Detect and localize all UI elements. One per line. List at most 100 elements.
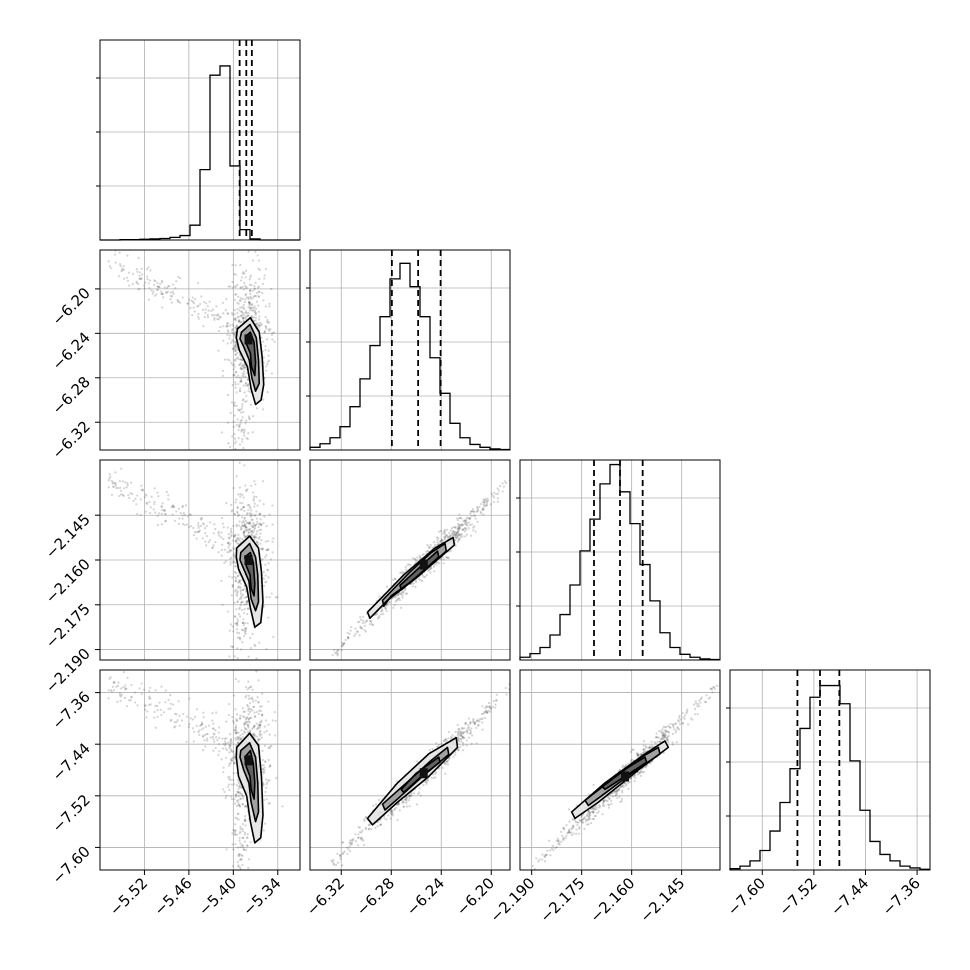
sample-point xyxy=(476,520,479,523)
sample-point xyxy=(253,505,256,508)
sample-point xyxy=(505,693,508,696)
sample-point xyxy=(469,512,472,515)
sample-point xyxy=(259,512,262,516)
sample-point xyxy=(255,670,258,673)
sample-point xyxy=(451,736,454,740)
sample-point xyxy=(126,676,129,679)
sample-point xyxy=(433,570,436,573)
sample-point xyxy=(238,425,241,429)
sample-point xyxy=(267,321,270,324)
sample-point xyxy=(198,529,201,532)
sample-point xyxy=(169,693,172,697)
sample-point xyxy=(220,579,223,583)
sample-point xyxy=(238,636,241,640)
sample-point xyxy=(229,563,232,566)
sample-point xyxy=(239,590,242,594)
sample-point xyxy=(246,844,249,847)
sample-point xyxy=(236,311,239,315)
sample-point xyxy=(238,461,241,464)
sample-point xyxy=(261,548,264,551)
sample-point xyxy=(233,665,235,667)
sample-point xyxy=(404,798,407,801)
sample-point xyxy=(137,288,140,291)
panel-content xyxy=(107,250,276,450)
sample-point xyxy=(243,723,246,727)
sample-point xyxy=(436,561,440,564)
sample-point xyxy=(153,294,156,297)
sample-point xyxy=(257,740,260,743)
sample-point xyxy=(245,293,248,296)
sample-point xyxy=(249,276,252,279)
sample-point xyxy=(258,721,261,724)
sample-point xyxy=(343,642,346,645)
sample-point xyxy=(156,288,159,291)
sample-point xyxy=(235,273,238,276)
sample-point xyxy=(677,728,681,731)
sample-point xyxy=(233,345,236,348)
sample-point xyxy=(256,286,260,289)
sample-point xyxy=(164,689,167,692)
sample-point xyxy=(380,608,384,611)
sample-point xyxy=(177,275,180,278)
sample-point xyxy=(269,764,272,767)
sample-point xyxy=(202,727,205,730)
sample-point xyxy=(185,715,189,718)
sample-point xyxy=(264,778,268,781)
sample-point xyxy=(457,522,460,525)
sample-point xyxy=(489,503,492,506)
sample-point xyxy=(226,421,230,424)
sample-point xyxy=(456,736,460,739)
sample-point xyxy=(240,407,243,411)
sample-point xyxy=(452,530,455,533)
sample-point xyxy=(127,271,131,274)
sample-point xyxy=(242,496,245,499)
sample-point xyxy=(136,704,139,707)
sample-point xyxy=(432,565,436,568)
sample-point xyxy=(230,741,233,744)
density-peak xyxy=(419,559,428,570)
sample-point xyxy=(381,609,384,612)
sample-point xyxy=(136,494,139,497)
sample-point xyxy=(239,604,242,607)
sample-point xyxy=(455,532,458,535)
sample-point xyxy=(228,445,232,449)
sample-point xyxy=(434,776,437,779)
sample-point xyxy=(251,303,254,306)
sample-point xyxy=(119,264,122,268)
sample-point xyxy=(258,709,261,712)
sample-point xyxy=(482,503,485,506)
sample-point xyxy=(113,689,116,692)
sample-point xyxy=(241,844,244,847)
sample-point xyxy=(172,505,176,509)
sample-point xyxy=(244,366,247,369)
sample-point xyxy=(602,799,605,802)
sample-point xyxy=(259,729,262,733)
sample-point xyxy=(125,486,128,489)
sample-point xyxy=(245,535,248,538)
sample-point xyxy=(485,711,488,714)
sample-point xyxy=(243,523,246,526)
sample-point xyxy=(233,513,236,516)
sample-point xyxy=(695,702,698,705)
sample-point xyxy=(258,512,261,515)
sample-point xyxy=(242,364,245,367)
sample-point xyxy=(238,390,241,393)
sample-point xyxy=(266,568,269,571)
sample-point xyxy=(397,593,400,597)
sample-point xyxy=(460,523,463,527)
sample-point xyxy=(480,712,484,716)
sample-point xyxy=(154,704,157,707)
sample-point xyxy=(368,823,371,826)
sample-point xyxy=(252,316,256,319)
sample-point xyxy=(203,300,206,304)
sample-point xyxy=(218,315,221,318)
sample-point xyxy=(620,797,623,800)
sample-point xyxy=(428,748,431,752)
sample-point xyxy=(155,293,158,296)
sample-point xyxy=(457,728,460,731)
sample-point xyxy=(460,524,463,527)
sample-point xyxy=(197,729,201,732)
sample-point xyxy=(241,364,244,368)
sample-point xyxy=(234,442,237,445)
sample-point xyxy=(264,305,267,308)
